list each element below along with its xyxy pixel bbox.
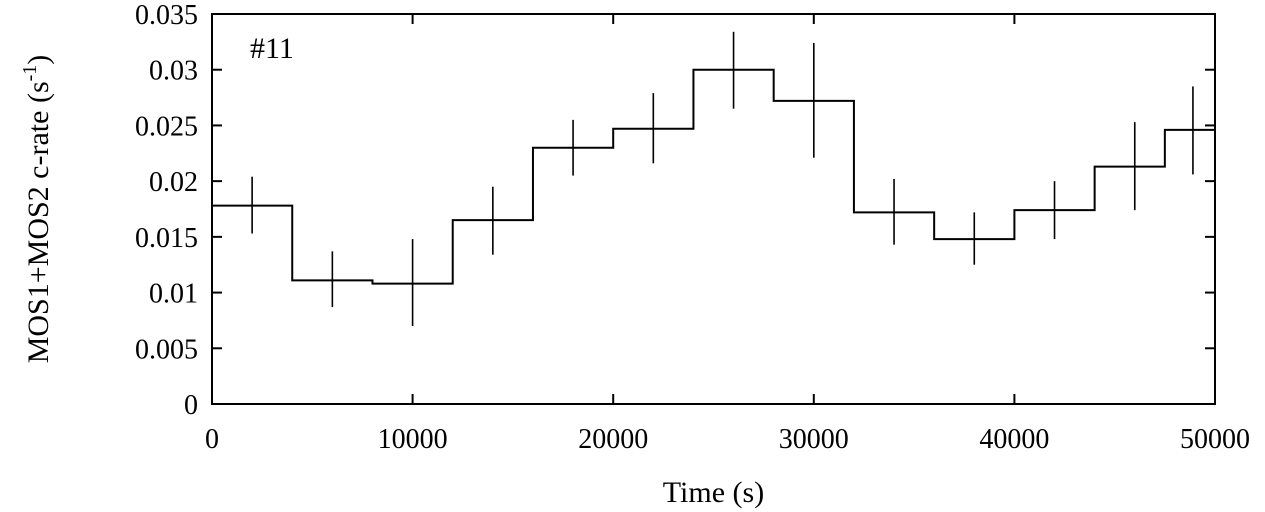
x-tick-label: 0: [205, 424, 219, 455]
x-tick-label: 20000: [578, 424, 648, 455]
x-tick-label: 30000: [779, 424, 849, 455]
y-axis-label: MOS1+MOS2 c-rate (s-1): [19, 55, 55, 364]
y-tick-label: 0.01: [149, 279, 198, 310]
axis-ticks: 0 0.005 0.01 0.015 0.02 0.025 0.03 0.035 0 10000 2…: [135, 0, 1250, 455]
plot-frame: [211, 13, 1216, 405]
plot-marks: [212, 31, 1215, 326]
y-axis-label-close: ): [22, 55, 55, 65]
y-tick-label: 0.005: [135, 334, 198, 365]
y-axis-label-main: MOS1+MOS2 c-rate (s: [22, 81, 55, 363]
x-axis-label: Time (s): [663, 476, 764, 509]
x-tick-label: 10000: [378, 424, 448, 455]
y-axis-label-superscript: -1: [19, 65, 41, 82]
y-tick-label: 0.035: [135, 0, 198, 31]
y-tick-label: 0.02: [149, 167, 198, 198]
x-tick-label: 40000: [979, 424, 1049, 455]
histogram-step-line: [212, 68, 1215, 285]
y-tick-label: 0.025: [135, 111, 198, 142]
y-tick-label: 0.015: [135, 223, 198, 254]
y-tick-label: 0.03: [149, 56, 198, 87]
x-tick-label: 50000: [1180, 424, 1250, 455]
chart-annotation: #11: [250, 32, 294, 65]
y-tick-label: 0: [184, 390, 198, 421]
